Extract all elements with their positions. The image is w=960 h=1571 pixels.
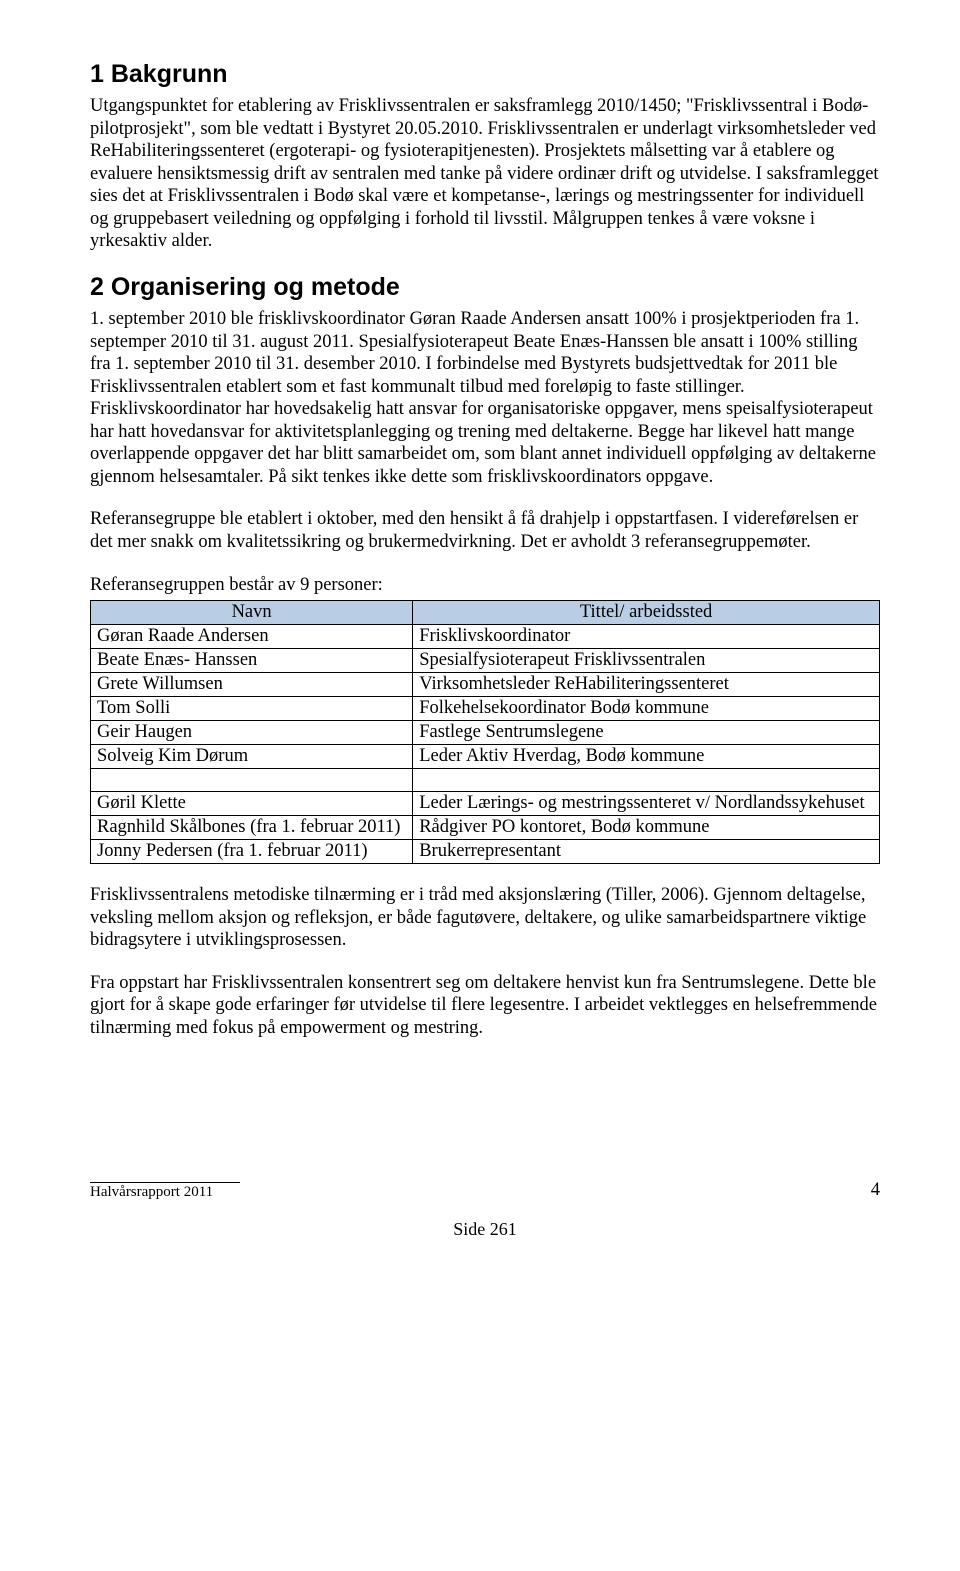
para-org-2: Referansegruppe ble etablert i oktober, …	[90, 508, 880, 553]
cell-name: Jonny Pedersen (fra 1. februar 2011)	[91, 840, 413, 864]
cell-title: Virksomhetsleder ReHabiliteringssenteret	[413, 673, 880, 697]
para-org-3: Referansegruppen består av 9 personer:	[90, 574, 880, 597]
table-header-title: Tittel/ arbeidssted	[413, 601, 880, 625]
cell-title: Folkehelsekoordinator Bodø kommune	[413, 697, 880, 721]
cell-name: Geir Haugen	[91, 721, 413, 745]
table-row: Ragnhild Skålbones (fra 1. februar 2011)…	[91, 816, 880, 840]
cell-name: Solveig Kim Dørum	[91, 745, 413, 769]
table-row: Gøran Raade Andersen Frisklivskoordinato…	[91, 625, 880, 649]
cell-empty	[413, 769, 880, 792]
footer-page-number: 4	[871, 1180, 880, 1201]
cell-title: Leder Lærings- og mestringssenteret v/ N…	[413, 792, 880, 816]
cell-title: Brukerrepresentant	[413, 840, 880, 864]
reference-group-table: Navn Tittel/ arbeidssted Gøran Raade And…	[90, 600, 880, 864]
para-org-5: Fra oppstart har Frisklivssentralen kons…	[90, 972, 880, 1040]
table-row: Solveig Kim Dørum Leder Aktiv Hverdag, B…	[91, 745, 880, 769]
cell-name: Tom Solli	[91, 697, 413, 721]
table-row: Beate Enæs- Hanssen Spesialfysioterapeut…	[91, 649, 880, 673]
document-page: 1 Bakgrunn Utgangspunktet for etablering…	[0, 0, 960, 1280]
table-row: Grete Willumsen Virksomhetsleder ReHabil…	[91, 673, 880, 697]
para-org-4: Frisklivssentralens metodiske tilnærming…	[90, 884, 880, 952]
table-header-name: Navn	[91, 601, 413, 625]
page-footer: Halvårsrapport 2011 4	[90, 1180, 880, 1201]
para-bakgrunn: Utgangspunktet for etablering av Friskli…	[90, 95, 880, 253]
cell-empty	[91, 769, 413, 792]
table-spacer-row	[91, 769, 880, 792]
cell-title: Fastlege Sentrumslegene	[413, 721, 880, 745]
table-row: Gøril Klette Leder Lærings- og mestrings…	[91, 792, 880, 816]
heading-bakgrunn: 1 Bakgrunn	[90, 60, 880, 89]
cell-title: Rådgiver PO kontoret, Bodø kommune	[413, 816, 880, 840]
footer-side-number: Side 261	[90, 1219, 880, 1240]
cell-name: Grete Willumsen	[91, 673, 413, 697]
cell-title: Leder Aktiv Hverdag, Bodø kommune	[413, 745, 880, 769]
cell-name: Beate Enæs- Hanssen	[91, 649, 413, 673]
footer-report-title: Halvårsrapport 2011	[90, 1182, 240, 1201]
table-header-row: Navn Tittel/ arbeidssted	[91, 601, 880, 625]
cell-name: Ragnhild Skålbones (fra 1. februar 2011)	[91, 816, 413, 840]
cell-title: Spesialfysioterapeut Frisklivssentralen	[413, 649, 880, 673]
table-row: Tom Solli Folkehelsekoordinator Bodø kom…	[91, 697, 880, 721]
para-org-1: 1. september 2010 ble frisklivskoordinat…	[90, 308, 880, 489]
heading-organisering: 2 Organisering og metode	[90, 273, 880, 302]
table-row: Jonny Pedersen (fra 1. februar 2011) Bru…	[91, 840, 880, 864]
cell-name: Gøril Klette	[91, 792, 413, 816]
table-row: Geir Haugen Fastlege Sentrumslegene	[91, 721, 880, 745]
cell-title: Frisklivskoordinator	[413, 625, 880, 649]
cell-name: Gøran Raade Andersen	[91, 625, 413, 649]
